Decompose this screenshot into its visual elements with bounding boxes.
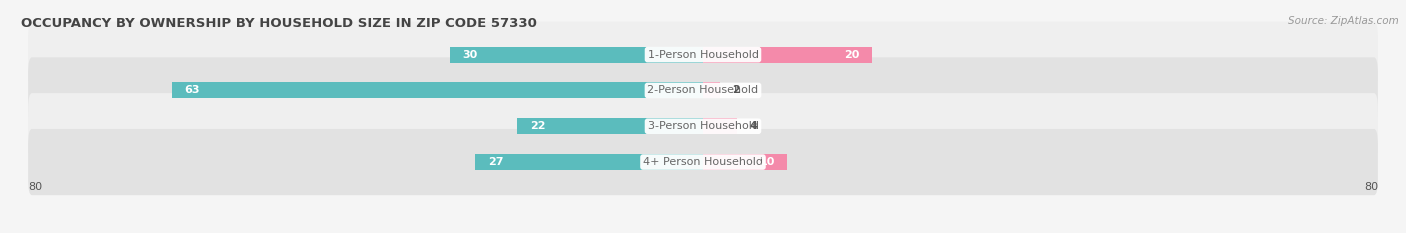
Text: 1-Person Household: 1-Person Household [648,50,758,60]
Bar [450,47,703,63]
Bar [475,154,703,170]
Bar [703,154,787,170]
Text: 10: 10 [759,157,775,167]
FancyBboxPatch shape [28,21,1378,88]
Bar [517,118,703,134]
Text: 20: 20 [844,50,859,60]
FancyBboxPatch shape [28,129,1378,195]
Text: OCCUPANCY BY OWNERSHIP BY HOUSEHOLD SIZE IN ZIP CODE 57330: OCCUPANCY BY OWNERSHIP BY HOUSEHOLD SIZE… [21,17,537,30]
Text: 80: 80 [28,182,42,192]
Text: 22: 22 [530,121,546,131]
Bar [172,82,703,99]
Text: 4+ Person Household: 4+ Person Household [643,157,763,167]
Text: 2: 2 [733,86,741,96]
FancyBboxPatch shape [28,93,1378,159]
Bar [703,82,720,99]
Text: 63: 63 [184,86,200,96]
Text: Source: ZipAtlas.com: Source: ZipAtlas.com [1288,16,1399,26]
Bar [703,118,737,134]
Text: 30: 30 [463,50,478,60]
Text: 3-Person Household: 3-Person Household [648,121,758,131]
FancyBboxPatch shape [28,57,1378,123]
Bar [703,47,872,63]
Text: 27: 27 [488,157,503,167]
Text: 80: 80 [1364,182,1378,192]
Text: 4: 4 [749,121,758,131]
Text: 2-Person Household: 2-Person Household [647,86,759,96]
